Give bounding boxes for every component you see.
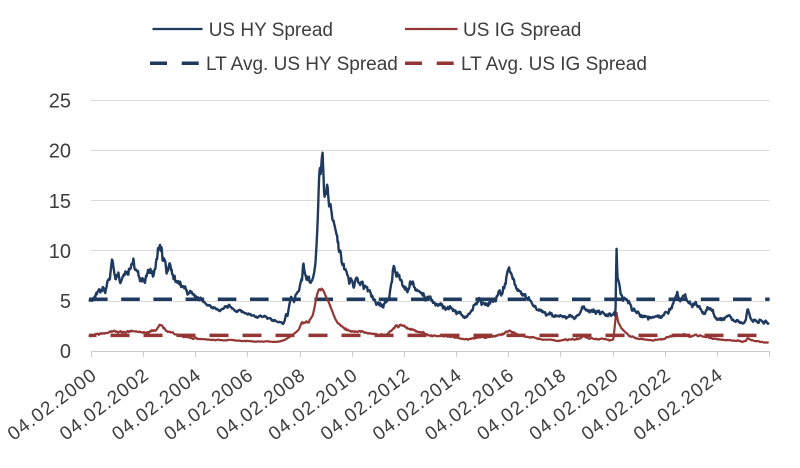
svg-text:US IG Spread: US IG Spread [463, 20, 581, 41]
svg-text:LT Avg. US HY Spread: LT Avg. US HY Spread [206, 54, 398, 75]
svg-text:10: 10 [49, 241, 71, 263]
svg-text:15: 15 [49, 191, 71, 213]
svg-text:LT Avg. US IG Spread: LT Avg. US IG Spread [461, 54, 647, 75]
svg-text:5: 5 [60, 291, 71, 313]
svg-text:20: 20 [49, 141, 71, 163]
svg-text:25: 25 [49, 91, 71, 113]
svg-text:US HY Spread: US HY Spread [209, 20, 333, 41]
svg-text:0: 0 [60, 341, 71, 363]
